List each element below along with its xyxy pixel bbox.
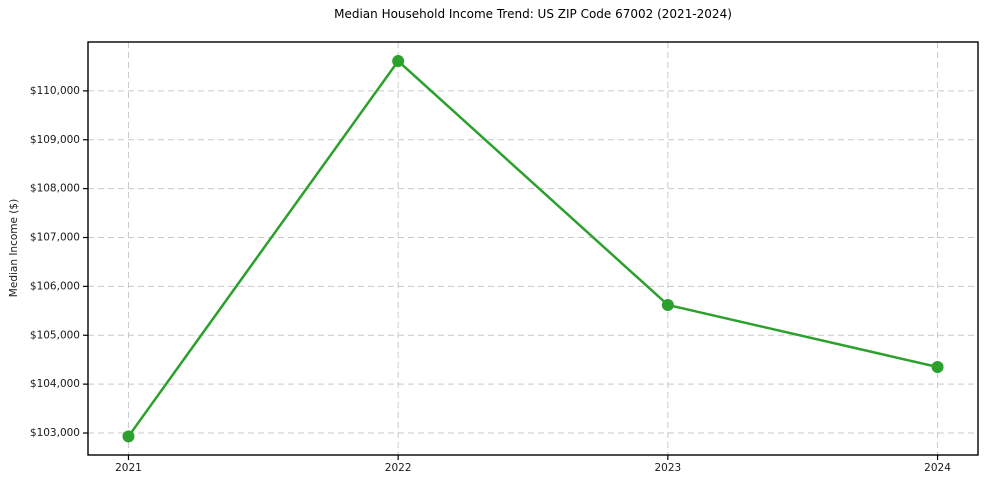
x-tick-label: 2021 bbox=[115, 462, 142, 474]
y-tick-label: $106,000 bbox=[30, 280, 80, 292]
plot-border bbox=[87, 41, 979, 456]
x-tick-label: 2024 bbox=[924, 462, 951, 474]
y-tick-label: $108,000 bbox=[30, 183, 80, 195]
y-tick-label: $109,000 bbox=[30, 134, 80, 146]
data-point-2023 bbox=[661, 298, 674, 311]
y-tick-label: $103,000 bbox=[30, 427, 80, 439]
y-tick-label: $110,000 bbox=[30, 85, 80, 97]
data-point-2022 bbox=[392, 55, 405, 68]
x-tick-label: 2022 bbox=[385, 462, 412, 474]
data-point-2021 bbox=[122, 430, 135, 443]
x-tick-label: 2023 bbox=[654, 462, 681, 474]
y-tick-label: $105,000 bbox=[30, 329, 80, 341]
series-line bbox=[127, 59, 939, 438]
y-tick-label: $104,000 bbox=[30, 378, 80, 390]
data-point-2024 bbox=[931, 361, 944, 374]
chart-title: Median Household Income Trend: US ZIP Co… bbox=[334, 7, 732, 21]
y-tick-label: $107,000 bbox=[30, 232, 80, 244]
